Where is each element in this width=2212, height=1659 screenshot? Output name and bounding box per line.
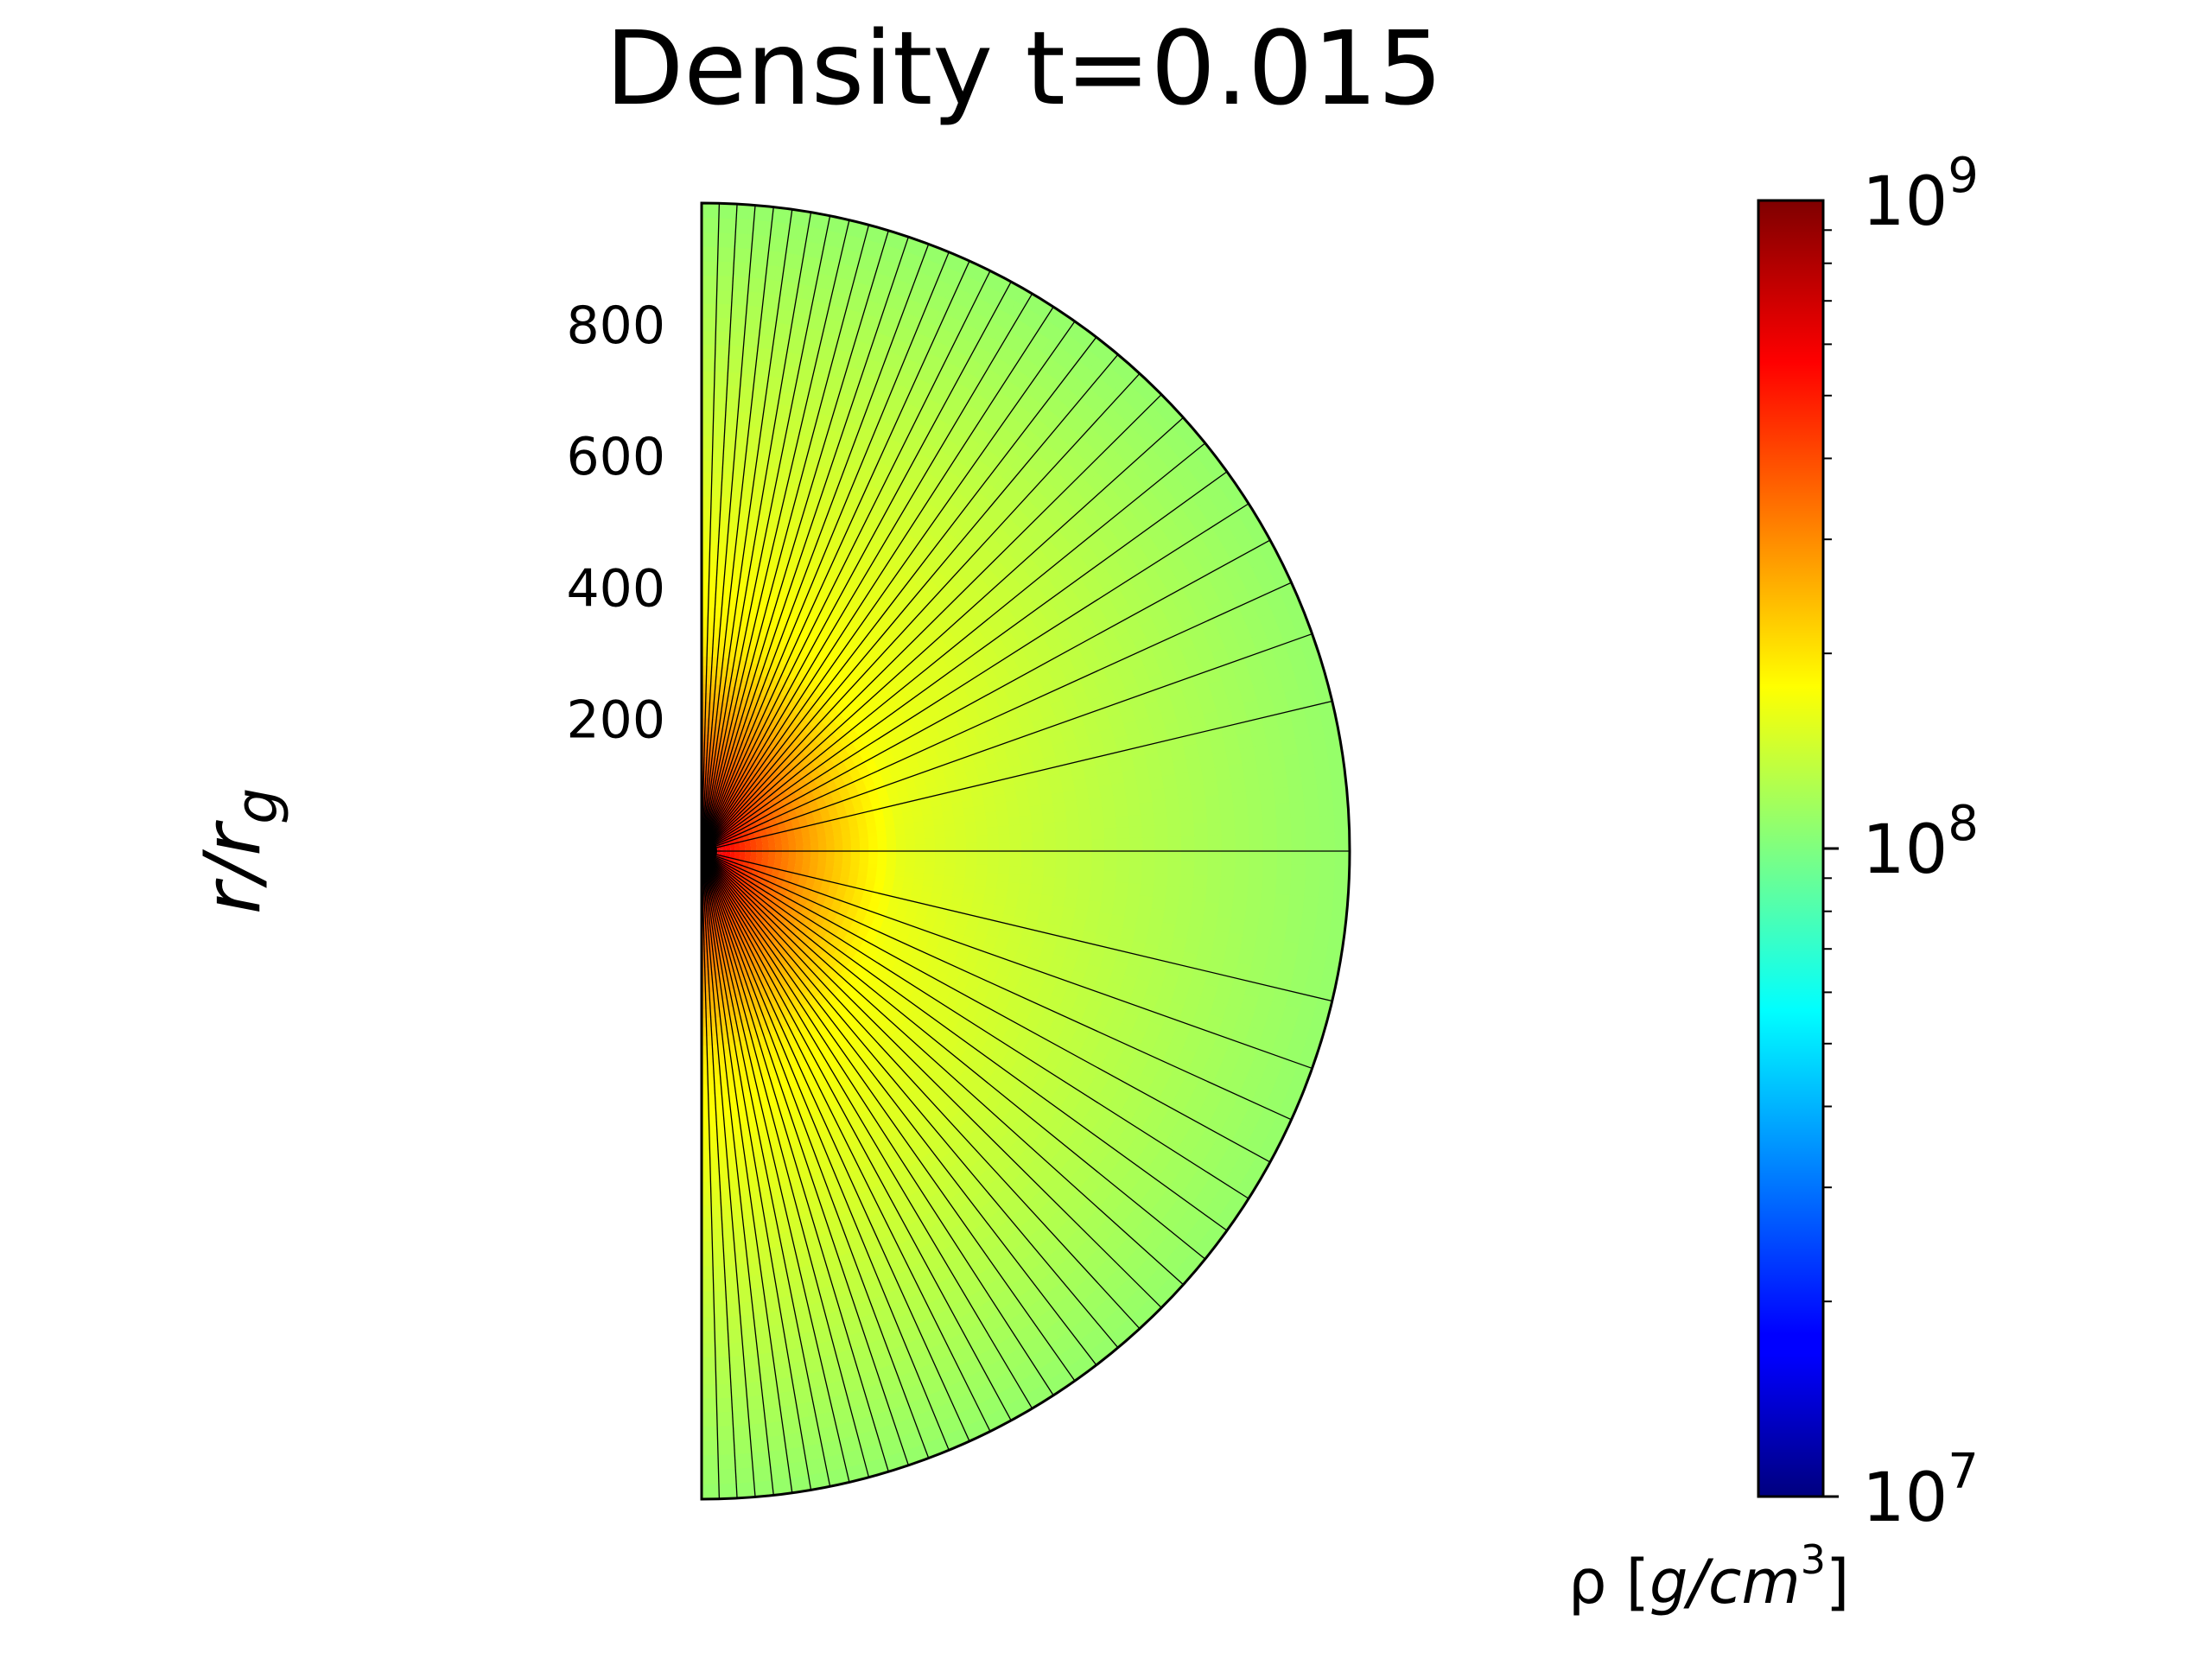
density-cell [702, 370, 716, 385]
density-cell [702, 274, 720, 290]
density-cell [702, 397, 715, 411]
density-cell [721, 766, 728, 774]
density-cell [728, 745, 734, 754]
density-cell [702, 203, 721, 219]
chart-title: Density t=0.015 [605, 9, 1442, 128]
density-cell [702, 216, 721, 233]
density-cell [702, 343, 717, 359]
density-cell [702, 245, 721, 262]
plot-area [700, 201, 1351, 1501]
density-cell [702, 410, 715, 424]
density-cell [702, 288, 719, 304]
density-cell [702, 384, 716, 398]
density-cell [702, 302, 719, 318]
density-cell [702, 357, 717, 372]
density-cell [702, 447, 715, 461]
density-cell [702, 422, 715, 436]
density-cell [702, 260, 720, 276]
density-cell [725, 752, 731, 761]
density-cell [702, 231, 721, 248]
density-cell [723, 760, 729, 768]
density-cell [702, 435, 715, 449]
density-cell [702, 316, 718, 332]
density-cell [702, 330, 718, 346]
